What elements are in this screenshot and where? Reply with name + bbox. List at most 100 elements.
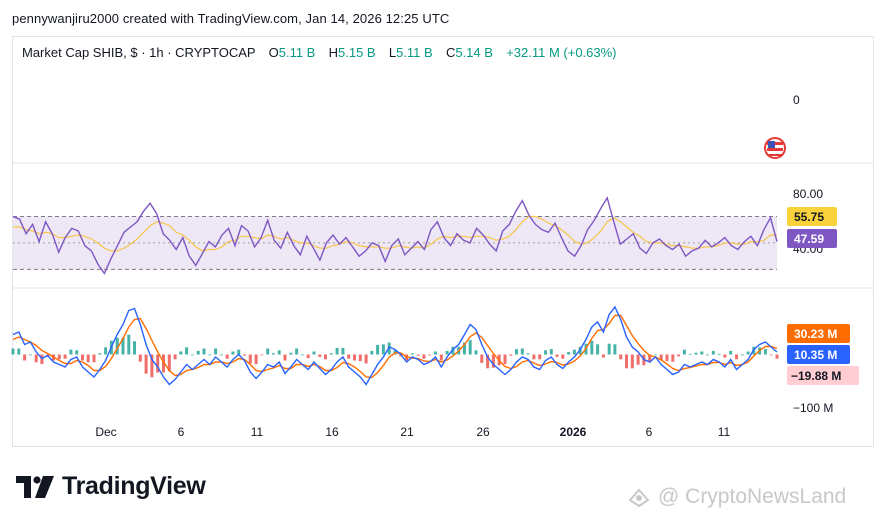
histogram-bar	[81, 354, 84, 361]
histogram-bar	[729, 350, 733, 355]
histogram-bar	[115, 337, 119, 355]
histogram-bar	[526, 353, 530, 355]
histogram-bar	[596, 344, 600, 355]
histogram-bar	[561, 354, 565, 359]
histogram-bar	[69, 349, 73, 355]
histogram-bar	[619, 354, 623, 360]
histogram-bar	[555, 354, 559, 357]
macd-axis-label: −100 M	[793, 401, 833, 415]
histogram-bar	[75, 350, 79, 355]
time-axis-label: 11	[251, 425, 264, 439]
watermark-logo-icon	[628, 488, 650, 508]
histogram-bar	[23, 354, 27, 361]
time-axis-label: 6	[646, 425, 653, 439]
histogram-bar	[144, 354, 148, 374]
histogram-bar	[312, 351, 316, 355]
histogram-bar	[133, 341, 136, 355]
histogram-bar	[370, 350, 374, 355]
signal-line[interactable]	[12, 314, 778, 379]
histogram-bar	[625, 354, 628, 369]
histogram-bar	[289, 352, 293, 355]
histogram-bar	[607, 343, 611, 355]
histogram-bar	[127, 334, 131, 355]
histogram-bar	[567, 352, 571, 355]
symbol-title[interactable]: Market Cap SHIB, $ · 1h · CRYPTOCAP	[22, 45, 256, 60]
histogram-bar	[335, 347, 339, 355]
histogram-bar	[347, 354, 351, 359]
histogram-bar	[266, 348, 270, 355]
histogram-bar	[769, 354, 773, 356]
histogram-bar	[295, 348, 299, 355]
watermark: @ CryptoNewsLand	[626, 485, 846, 509]
histogram-bar	[318, 354, 322, 357]
rsi-ma-badge: 55.75	[787, 207, 837, 226]
tradingview-logo-icon	[16, 475, 54, 498]
histogram-bar	[659, 354, 663, 360]
histogram-bar	[57, 354, 61, 360]
histogram-bar	[694, 352, 698, 355]
histogram-bar	[671, 354, 675, 362]
tradingview-logo[interactable]: TradingView	[16, 472, 206, 501]
histogram-bar	[711, 350, 715, 355]
signal-badge-text: 30.23 M	[794, 327, 837, 341]
time-axis-label: 21	[400, 425, 414, 439]
histogram-bar	[17, 348, 21, 355]
histogram-bar	[434, 351, 437, 355]
time-axis-label: 26	[476, 425, 490, 439]
histogram-bar	[682, 349, 686, 355]
histogram-bar	[34, 354, 38, 363]
histogram-bar	[353, 354, 356, 361]
histogram-bar	[179, 351, 183, 355]
low-label: L	[388, 45, 397, 60]
us-flag-icon[interactable]	[764, 137, 786, 159]
histogram-bar	[445, 350, 449, 355]
histogram-bar	[439, 354, 443, 361]
histogram-bar	[376, 344, 380, 355]
histogram-bar	[272, 353, 275, 355]
histogram-bar	[173, 354, 177, 360]
histogram-bar	[190, 354, 194, 356]
macd-badge-text: 10.35 M	[794, 348, 837, 362]
histogram-bar	[260, 354, 264, 356]
histogram-bar	[231, 351, 235, 355]
histogram-bar	[11, 348, 15, 355]
histogram-bar	[196, 350, 200, 355]
histogram-bar	[121, 337, 125, 355]
rsi-badge: 47.59	[787, 229, 837, 248]
change-value: +32.11 M (+0.63%)	[506, 45, 617, 60]
histogram-bar	[219, 354, 223, 356]
histogram-bar	[468, 340, 472, 355]
snapshot-header: pennywanjiru2000 created with TradingVie…	[12, 11, 450, 26]
macd-line[interactable]	[12, 305, 778, 386]
histogram-bar	[208, 354, 212, 356]
low-value: 5.11 B	[396, 45, 433, 60]
signal-badge: 30.23 M	[787, 324, 850, 343]
histogram-bar	[723, 354, 727, 358]
rsi-ma-line[interactable]	[13, 215, 777, 252]
histogram-badge-text: −19.88 M	[791, 369, 841, 383]
histogram-bar	[138, 354, 142, 362]
histogram-bar	[509, 354, 513, 356]
macd-histogram[interactable]	[11, 334, 779, 378]
watermark-text: @ CryptoNewsLand	[658, 485, 847, 508]
histogram-badge: −19.88 M	[787, 366, 859, 385]
histogram-bar	[491, 354, 495, 368]
histogram-bar	[300, 354, 304, 356]
histogram-bar	[474, 350, 478, 355]
histogram-bar	[601, 354, 605, 358]
histogram-bar	[763, 349, 767, 355]
histogram-bar	[613, 344, 617, 355]
histogram-bar	[162, 354, 165, 373]
rsi-axis-label: 80.00	[793, 187, 823, 201]
histogram-bar	[544, 350, 547, 355]
histogram-bar	[700, 351, 704, 355]
histogram-bar	[775, 354, 779, 359]
histogram-bar	[387, 342, 391, 355]
time-axis[interactable]: Dec 6 11 16 21 26 2026 6 11	[95, 425, 730, 439]
rsi-line[interactable]	[12, 196, 778, 275]
time-axis-label: 2026	[560, 425, 587, 439]
histogram-bar	[248, 354, 252, 364]
histogram-bar	[150, 354, 154, 378]
histogram-bar	[735, 354, 738, 360]
